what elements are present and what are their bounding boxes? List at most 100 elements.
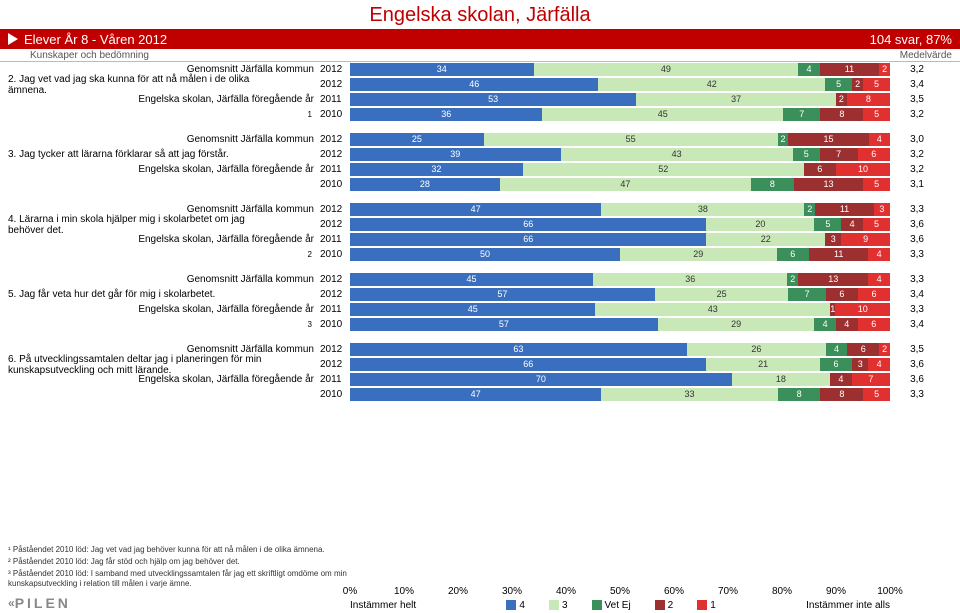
row-year: 2012 bbox=[318, 219, 350, 230]
bar-segment: 34 bbox=[350, 63, 534, 76]
row-mean: 3,4 bbox=[890, 289, 926, 300]
chart-row: 6. På utvecklingssamtalen deltar jag i p… bbox=[8, 357, 952, 372]
row-year: 2012 bbox=[318, 64, 350, 75]
chart-row: 201047338853,3 bbox=[8, 387, 952, 402]
bar-segment: 4 bbox=[869, 133, 890, 146]
row-label: 1 bbox=[8, 110, 318, 119]
chart-row: 1201036457853,2 bbox=[8, 107, 952, 122]
axis-tick: 60% bbox=[664, 586, 684, 597]
bar-segment: 9 bbox=[841, 233, 890, 246]
stacked-bar: 4642525 bbox=[350, 78, 890, 91]
bottom-block: 0%10%20%30%40%50%60%70%80%90%100% Instäm… bbox=[350, 584, 910, 611]
row-label: Engelska skolan, Järfälla föregående år bbox=[8, 374, 318, 385]
bar-segment: 45 bbox=[350, 303, 595, 316]
stacked-bar: 3943576 bbox=[350, 148, 890, 161]
axis-tick: 40% bbox=[556, 586, 576, 597]
axis-tick: 10% bbox=[394, 586, 414, 597]
row-year: 2010 bbox=[318, 389, 350, 400]
bar-segment: 36 bbox=[350, 108, 542, 121]
bar-segment: 42 bbox=[598, 78, 825, 91]
chart-row: 2010284781353,1 bbox=[8, 177, 952, 192]
bar-segment: 47 bbox=[350, 388, 601, 401]
stacked-bar: 533728 bbox=[350, 93, 890, 106]
bar-segment: 38 bbox=[601, 203, 804, 216]
bar-segment: 37 bbox=[636, 93, 836, 106]
bar-segment: 6 bbox=[847, 343, 879, 356]
logo: « PILEN bbox=[8, 595, 71, 611]
stacked-bar: 6621634 bbox=[350, 358, 890, 371]
bar-segment: 6 bbox=[820, 358, 852, 371]
row-year: 2010 bbox=[318, 249, 350, 260]
banner-right: 104 svar, 87% bbox=[870, 32, 952, 47]
bar-segment: 6 bbox=[826, 288, 858, 301]
stacked-bar: 3645785 bbox=[350, 108, 890, 121]
bar-segment: 5 bbox=[793, 148, 820, 161]
bar-segment: 22 bbox=[706, 233, 825, 246]
legend-item: 4 bbox=[506, 600, 525, 611]
chart-row: Engelska skolan, Järfälla föregående år2… bbox=[8, 232, 952, 247]
row-mean: 3,4 bbox=[890, 79, 926, 90]
stacked-bar: 5729446 bbox=[350, 318, 890, 331]
row-label: 2 bbox=[8, 250, 318, 259]
legend-item: 1 bbox=[697, 600, 716, 611]
bar-segment: 55 bbox=[484, 133, 778, 146]
legend-item: 3 bbox=[549, 600, 568, 611]
axis-tick: 100% bbox=[877, 586, 903, 597]
row-mean: 3,2 bbox=[890, 109, 926, 120]
bar-segment: 18 bbox=[732, 373, 830, 386]
stacked-bar: 662239 bbox=[350, 233, 890, 246]
subheader-right: Medelvärde bbox=[900, 50, 952, 61]
row-mean: 3,2 bbox=[890, 149, 926, 160]
legend-right: Instämmer inte alls bbox=[806, 600, 890, 611]
row-label: Engelska skolan, Järfälla föregående år bbox=[8, 94, 318, 105]
row-mean: 3,2 bbox=[890, 64, 926, 75]
stacked-bar: 701847 bbox=[350, 373, 890, 386]
bar-segment: 21 bbox=[706, 358, 819, 371]
bar-segment: 2 bbox=[836, 93, 847, 106]
bar-segment: 5 bbox=[825, 78, 852, 91]
row-year: 2012 bbox=[318, 344, 350, 355]
row-label: Engelska skolan, Järfälla föregående år bbox=[8, 304, 318, 315]
bar-segment: 4 bbox=[868, 248, 890, 261]
bar-segment: 3 bbox=[825, 233, 841, 246]
page-title: Engelska skolan, Järfälla bbox=[0, 0, 960, 29]
row-source-label: Engelska skolan, Järfälla föregående år bbox=[138, 94, 314, 105]
bar-segment: 10 bbox=[835, 303, 890, 316]
bar-segment: 5 bbox=[863, 78, 890, 91]
row-mean: 3,2 bbox=[890, 164, 926, 175]
row-mean: 3,4 bbox=[890, 319, 926, 330]
bar-segment: 13 bbox=[798, 273, 868, 286]
bar-segment: 29 bbox=[620, 248, 777, 261]
bar-segment: 5 bbox=[814, 218, 841, 231]
footnote: ³ Påståendet 2010 löd: I samband med utv… bbox=[8, 569, 352, 589]
chart-row: 5. Jag får veta hur det går för mig i sk… bbox=[8, 287, 952, 302]
row-mean: 3,3 bbox=[890, 304, 926, 315]
bar-segment: 7 bbox=[852, 373, 890, 386]
row-year: 2012 bbox=[318, 79, 350, 90]
stacked-bar: 50296114 bbox=[350, 248, 890, 261]
bar-segment: 8 bbox=[847, 93, 890, 106]
footnotes: ¹ Påståendet 2010 löd: Jag vet vad jag b… bbox=[0, 545, 360, 591]
row-mean: 3,3 bbox=[890, 389, 926, 400]
bar-segment: 4 bbox=[798, 63, 820, 76]
bar-segment: 2 bbox=[879, 63, 890, 76]
row-year: 2012 bbox=[318, 289, 350, 300]
legend-swatch bbox=[549, 600, 559, 610]
bar-segment: 32 bbox=[350, 163, 523, 176]
bar-segment: 8 bbox=[751, 178, 794, 191]
bar-segment: 4 bbox=[836, 318, 858, 331]
bar-segment: 4 bbox=[830, 373, 852, 386]
stacked-bar: 4733885 bbox=[350, 388, 890, 401]
bar-segment: 45 bbox=[350, 273, 593, 286]
chart-row: Genomsnitt Järfälla kommun2012255521543,… bbox=[8, 132, 952, 147]
subheader: Kunskaper och bedömning Medelvärde bbox=[0, 49, 960, 62]
bar-segment: 50 bbox=[350, 248, 620, 261]
row-year: 2012 bbox=[318, 134, 350, 145]
row-year: 2012 bbox=[318, 274, 350, 285]
row-mean: 3,5 bbox=[890, 94, 926, 105]
axis-tick: 0% bbox=[343, 586, 357, 597]
chart-row: 4. Lärarna i min skola hjälper mig i sko… bbox=[8, 217, 952, 232]
bar-segment: 28 bbox=[350, 178, 500, 191]
axis-tick: 20% bbox=[448, 586, 468, 597]
bar-segment: 5 bbox=[863, 388, 890, 401]
